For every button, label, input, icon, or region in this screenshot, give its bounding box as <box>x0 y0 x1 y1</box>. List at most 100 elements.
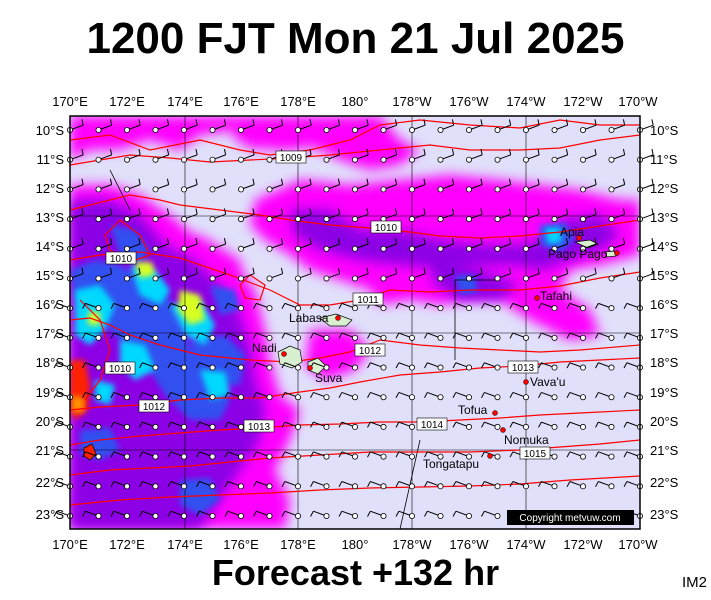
wind-barb <box>338 481 358 490</box>
wind-barb <box>338 391 358 401</box>
wind-barb <box>595 391 615 401</box>
wind-barb <box>481 510 501 520</box>
wind-barb <box>481 451 501 460</box>
wind-barb <box>424 451 444 460</box>
wind-barbs <box>53 119 654 520</box>
wind-barb <box>253 332 273 341</box>
wind-barb <box>509 481 530 490</box>
wind-barb <box>452 391 472 401</box>
copyright-text: Copyright metvuw.com <box>519 513 620 524</box>
wind-barb <box>110 451 131 460</box>
wind-barb <box>167 421 187 430</box>
lat-label: 23°S <box>650 507 679 522</box>
wind-barb <box>608 267 626 282</box>
copyright-box <box>507 510 634 525</box>
wind-barb <box>481 391 501 401</box>
isobar-label: 1010 <box>109 364 132 375</box>
wind-barb <box>224 362 244 371</box>
wind-barb <box>395 481 415 490</box>
wind-barb <box>224 451 244 460</box>
wind-barb <box>110 481 131 490</box>
lat-label: 12°S <box>650 181 679 196</box>
wind-barb <box>380 208 398 223</box>
wind-barb <box>523 267 540 282</box>
wind-barb <box>595 302 615 312</box>
lat-labels-left: 10°S 11°S 12°S 13°S 14°S 15°S 16°S 17°S … <box>36 123 65 522</box>
wind-barb <box>224 302 244 312</box>
wind-barb <box>253 391 273 401</box>
wind-barb <box>152 238 170 252</box>
wind-barb <box>124 119 141 134</box>
wind-barb <box>180 119 198 134</box>
image-code: IM2 <box>681 574 707 591</box>
wind-barb <box>367 451 387 460</box>
lat-label: 20°S <box>650 414 679 429</box>
wind-barb <box>95 119 113 134</box>
wind-barb <box>395 391 415 401</box>
lon-label: 178°W <box>392 94 432 109</box>
wind-barb <box>523 148 540 163</box>
isobar-label: 1011 <box>357 295 379 306</box>
wind-barb <box>110 302 131 312</box>
wind-barb <box>82 451 102 460</box>
wind-barb <box>310 421 330 430</box>
wind-barb <box>294 119 312 134</box>
isobar-labels: 1009 1010 1010 1011 1012 1010 1012 1013 … <box>104 150 551 460</box>
wind-barb <box>266 119 284 134</box>
lon-label: 178°E <box>280 537 316 552</box>
lon-label: 176°E <box>223 94 259 109</box>
wind-barb <box>310 391 330 401</box>
wind-barb <box>494 208 512 223</box>
wind-barb <box>209 208 227 223</box>
wind-barb <box>167 302 187 312</box>
wind-barb <box>124 178 141 193</box>
wind-barb <box>424 332 444 341</box>
lon-label: 170°E <box>52 537 88 552</box>
wind-barb <box>566 302 587 312</box>
wind-barb <box>351 119 369 134</box>
wind-barb <box>82 302 102 312</box>
wind-barb <box>294 267 312 282</box>
lon-label: 178°E <box>280 94 316 109</box>
isobar-label: 1010 <box>110 254 133 265</box>
lat-label: 10°S <box>36 123 65 138</box>
wind-barb <box>580 178 597 193</box>
wind-barb <box>281 451 301 460</box>
lat-label: 17°S <box>36 326 65 341</box>
wind-barb <box>266 238 284 252</box>
lat-label: 11°S <box>37 152 65 167</box>
wind-barb <box>310 510 330 520</box>
wind-barb <box>367 421 387 430</box>
wind-barb <box>139 332 159 341</box>
wind-barb <box>95 267 113 282</box>
lon-labels-top: 170°E 172°E 174°E 176°E 178°E 180° 178°W… <box>52 94 658 109</box>
wind-barb <box>608 238 626 252</box>
wind-barb <box>452 332 472 341</box>
wind-barb <box>494 267 512 282</box>
wind-barb <box>139 302 159 312</box>
wind-barb <box>338 362 358 371</box>
wind-barb <box>608 208 626 223</box>
lat-label: 21°S <box>650 443 679 458</box>
wind-barb <box>152 267 170 282</box>
wind-barb <box>395 302 415 312</box>
map-frame <box>69 115 641 530</box>
wind-barb <box>481 421 501 430</box>
lon-label: 172°E <box>109 94 145 109</box>
wind-barb <box>452 510 472 520</box>
wind-barb <box>523 119 540 134</box>
lon-labels-bottom: 170°E 172°E 174°E 176°E 178°E 180° 178°W… <box>52 537 658 552</box>
wind-barb <box>209 267 227 282</box>
wind-barb <box>82 510 102 520</box>
wind-barb <box>595 362 615 371</box>
wind-barb <box>281 391 301 401</box>
lon-label: 172°E <box>109 537 145 552</box>
wind-barb <box>167 451 187 460</box>
wind-barb <box>580 267 597 282</box>
wind-barb <box>465 267 483 282</box>
lon-label: 172°W <box>563 94 603 109</box>
wind-barb <box>224 510 244 520</box>
wind-barb <box>167 481 187 490</box>
lat-label: 12°S <box>36 181 65 196</box>
wind-barb <box>237 178 255 193</box>
